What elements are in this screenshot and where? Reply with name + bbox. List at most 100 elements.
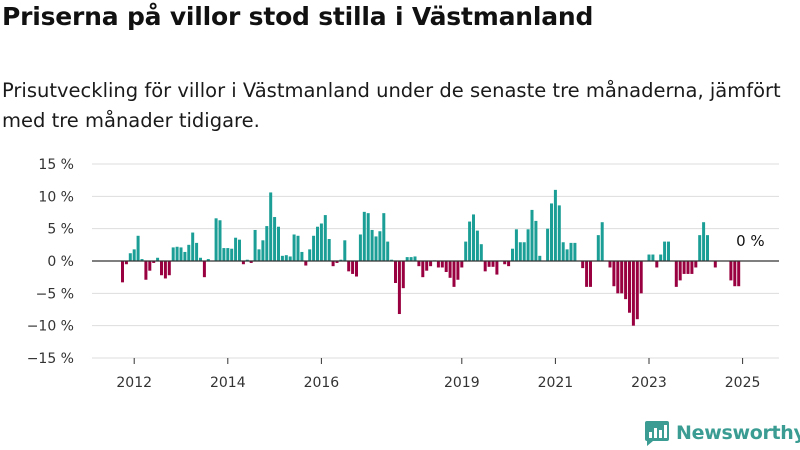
bar [124,261,128,265]
bar [507,261,511,267]
bar [557,205,561,261]
bar [179,247,183,261]
bar [308,249,312,261]
bar [218,220,222,261]
bar [553,189,557,261]
bar [429,261,433,267]
bar [199,257,202,261]
bar [136,235,140,261]
bar [413,256,417,261]
bar [479,244,483,261]
bar [319,223,323,261]
bar [600,222,604,261]
bar [405,257,409,261]
bar [222,248,226,261]
bar [616,261,620,294]
bar [573,242,577,261]
bar [468,221,472,261]
bar [312,235,316,261]
bar [713,261,717,268]
bar [121,261,124,283]
logo-text: Newsworthy [676,422,800,444]
x-tick-label: 2016 [304,375,340,391]
y-tick-label: 10 % [38,189,74,205]
y-tick-label: −15 % [27,351,74,367]
bar [273,217,277,261]
bar [183,251,187,261]
x-tick-label: 2023 [631,375,667,391]
y-axis-labels: 15 % 10 % 5 % 0 % −5 % −10 % −15 % [27,157,74,367]
bar [132,249,136,261]
bar [261,240,265,261]
bar [585,261,589,287]
bar [140,259,144,261]
bar [226,248,230,261]
bar [729,261,733,281]
newsworthy-logo: Newsworthy [644,420,800,446]
bar [538,255,542,261]
bar [397,261,401,315]
bar [659,254,663,261]
bar [550,203,553,261]
bar [526,229,530,261]
bar [202,261,206,278]
bar [269,192,273,261]
bar [323,215,327,261]
page-title: Priserna på villor stod stilla i Västman… [2,2,594,31]
bar [608,261,612,268]
bar [230,248,234,261]
bar [589,261,592,287]
bar [503,261,507,265]
bar [546,228,550,261]
bar [706,235,709,261]
annotation-label: 0 % [736,232,765,250]
bar [495,261,499,275]
bar [444,261,448,272]
bar [253,229,257,261]
bar [737,261,741,287]
bar [464,241,468,261]
bar [401,261,405,289]
bar [702,222,706,261]
bar [678,261,682,281]
bar [655,261,659,268]
bar [358,234,362,261]
bar [639,261,643,294]
bar [382,213,386,261]
bar [425,261,429,271]
bar [362,211,366,261]
bar [347,261,351,272]
bar [686,261,690,274]
bar [436,261,440,268]
bar [491,261,495,267]
bar [733,261,737,287]
bar [163,261,167,279]
bar [249,261,253,263]
bar [343,240,347,261]
bar [663,241,667,261]
bar [238,239,241,261]
bar [534,220,538,261]
bar [335,261,339,263]
bar [167,261,171,276]
bar [667,241,670,261]
bar [304,261,308,266]
bar [475,230,479,261]
bar [448,261,452,278]
bar [195,242,199,261]
x-tick-label: 2019 [444,375,480,391]
grid-lines [92,163,779,359]
bar [394,261,397,283]
bar [148,261,152,271]
bar [596,235,600,261]
x-tick-label: 2021 [538,375,574,391]
bar [265,226,269,261]
bar [460,261,464,268]
x-tick-label: 2014 [210,375,246,391]
bar [234,237,238,261]
bar [257,249,261,261]
bar [511,248,514,261]
bar [647,254,651,261]
bar [355,261,358,277]
bar [674,261,678,287]
